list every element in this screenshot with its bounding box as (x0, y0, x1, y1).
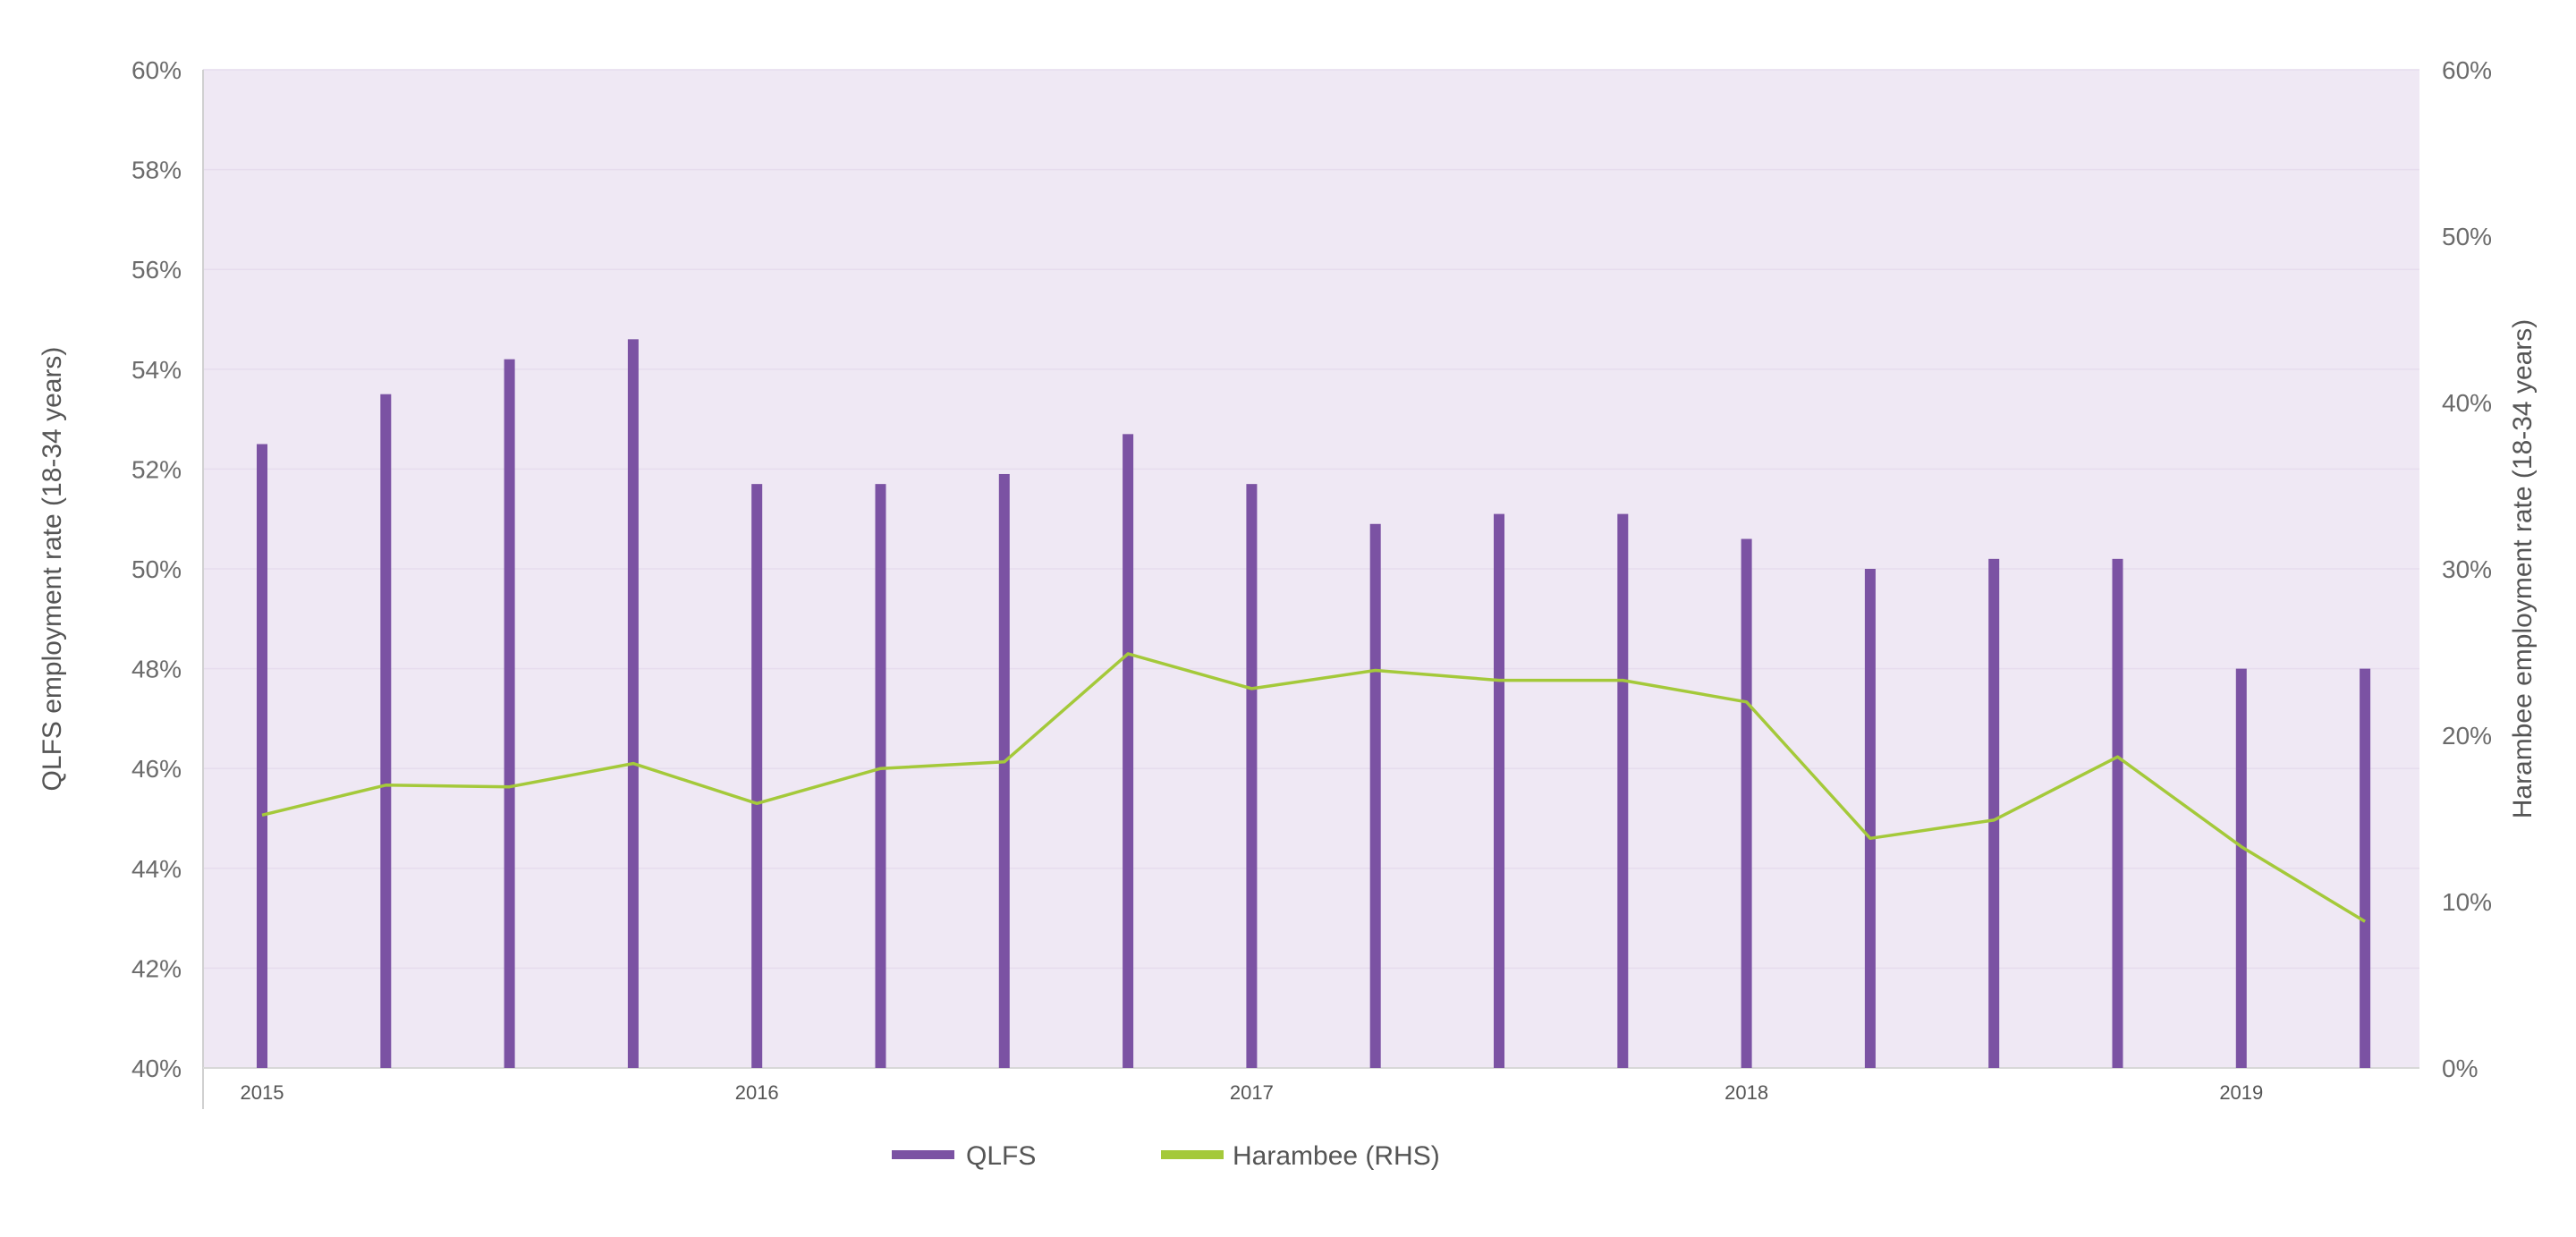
qlfs-bars (257, 339, 2371, 1069)
right-tick-label: 60% (2442, 56, 2492, 84)
right-tick-label: 30% (2442, 555, 2492, 583)
x-tick-label: 2015 (241, 1081, 284, 1104)
legend: QLFS Harambee (RHS) (892, 1141, 1440, 1171)
harambee-line (261, 652, 2367, 923)
qlfs-bar (380, 394, 392, 1068)
qlfs-bar (1864, 569, 1876, 1068)
qlfs-bar (1123, 434, 1134, 1069)
x-tick-label: 2018 (1724, 1081, 1768, 1104)
qlfs-bar (1988, 558, 2000, 1068)
legend-label-qlfs: QLFS (966, 1141, 1036, 1171)
right-tick-label: 20% (2442, 722, 2492, 750)
left-tick-label: 40% (131, 1055, 182, 1082)
left-tick-label: 50% (131, 555, 182, 583)
qlfs-bar (1494, 513, 1504, 1068)
left-tick-label: 44% (131, 855, 182, 883)
qlfs-bar (1369, 523, 1381, 1068)
left-tick-label: 46% (131, 755, 182, 783)
qlfs-bar (751, 484, 763, 1068)
right-tick-label: 10% (2442, 888, 2492, 916)
qlfs-bar (504, 359, 515, 1068)
left-tick-label: 58% (131, 157, 182, 184)
x-tick-label: 2016 (735, 1081, 779, 1104)
qlfs-bar (2360, 668, 2371, 1068)
qlfs-bar (1741, 538, 1752, 1068)
left-axis-title: QLFS employment rate (18-34 years) (38, 347, 67, 792)
x-tick-label: 2019 (2219, 1081, 2263, 1104)
gridlines (203, 69, 2419, 970)
x-tick-label: 2017 (1230, 1081, 1274, 1104)
qlfs-bar (2235, 668, 2247, 1068)
left-tick-label: 42% (131, 954, 182, 982)
qlfs-bar (1246, 484, 1258, 1068)
qlfs-bar (257, 444, 267, 1068)
left-tick-label: 48% (131, 656, 182, 683)
legend-swatch-harambee (1161, 1150, 1224, 1159)
qlfs-bar (1617, 513, 1629, 1068)
legend-swatch-qlfs (892, 1150, 954, 1159)
left-axis-ticks: 60% 58% 56% 54% 52% 50% 48% 46% 44% 42% 40% (131, 56, 182, 1082)
left-tick-label: 54% (131, 356, 182, 384)
right-tick-label: 40% (2442, 389, 2492, 417)
right-tick-label: 50% (2442, 223, 2492, 250)
left-tick-label: 56% (131, 256, 182, 284)
right-axis-title: Harambee employment rate (18-34 years) (2508, 319, 2538, 819)
qlfs-bar (2112, 558, 2123, 1068)
right-tick-label: 0% (2442, 1055, 2478, 1082)
qlfs-bar (875, 484, 886, 1068)
left-tick-label: 52% (131, 455, 182, 483)
qlfs-bar (627, 339, 639, 1068)
x-axis-ticks: 2015 2016 2017 2018 2019 (241, 1081, 2264, 1104)
qlfs-bar (998, 473, 1010, 1068)
legend-label-harambee: Harambee (RHS) (1233, 1141, 1440, 1171)
left-tick-label: 60% (131, 56, 182, 84)
right-axis-ticks: 60% 50% 40% 30% 20% 10% 0% (2442, 56, 2492, 1082)
